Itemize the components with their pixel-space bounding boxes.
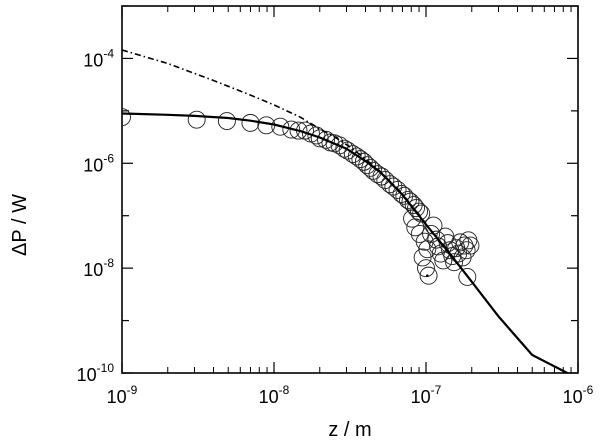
data-point [455, 236, 474, 255]
data-point [406, 218, 425, 237]
data-point [217, 112, 236, 130]
data-point [241, 113, 260, 132]
data-point [388, 181, 407, 199]
data-point [361, 158, 380, 177]
x-tick-label: 10-7 [411, 383, 442, 407]
data-point [282, 120, 301, 139]
data-point [317, 130, 335, 149]
tick-base: 10 [83, 50, 103, 70]
data-point [419, 266, 438, 285]
annotation-dot [426, 274, 429, 277]
tick-base: 10 [107, 387, 127, 407]
data-point [457, 241, 476, 260]
tick-base: 10 [411, 387, 431, 407]
data-point [434, 251, 453, 270]
data-point [338, 141, 357, 160]
data-point [392, 185, 411, 203]
data-point [395, 186, 414, 205]
data-point [354, 152, 373, 171]
x-tick-label: 10-9 [107, 383, 138, 407]
data-point [427, 230, 446, 249]
data-point [458, 267, 477, 286]
data-point [415, 232, 434, 251]
data-point [271, 117, 290, 136]
tick-base: 10 [83, 155, 103, 175]
tick-base: 10 [563, 387, 583, 407]
tick-exponent: -10 [97, 361, 115, 375]
asymptote-dashdot-line [122, 49, 427, 225]
y-tick-label: 10-8 [83, 256, 114, 280]
tick-base: 10 [77, 365, 97, 385]
axis-ticks [121, 5, 579, 374]
tick-exponent: -6 [583, 383, 594, 397]
data-point [417, 259, 435, 278]
x-axis-label: z / m [328, 419, 371, 441]
tick-base: 10 [83, 260, 103, 280]
plot-frame [121, 5, 579, 374]
data-point [358, 156, 377, 175]
tick-exponent: -4 [103, 46, 114, 60]
y-tick-label: 10-6 [83, 151, 114, 175]
data-point [461, 236, 480, 255]
fit-curve-line [122, 112, 568, 373]
tick-exponent: -8 [103, 256, 114, 270]
plot-area [121, 5, 579, 374]
x-tick-label: 10-8 [259, 383, 290, 407]
clipped-series [122, 49, 568, 373]
y-tick-label: 10-10 [77, 361, 115, 385]
data-point [412, 204, 431, 223]
tick-exponent: -7 [431, 383, 442, 397]
tick-exponent: -8 [279, 383, 290, 397]
y-tick-label: 10-4 [83, 46, 114, 70]
data-point [422, 224, 441, 243]
data-point [187, 110, 206, 129]
tick-base: 10 [259, 387, 279, 407]
x-tick-label: 10-6 [563, 383, 594, 407]
data-point [122, 108, 131, 127]
data-point [413, 248, 432, 267]
tick-exponent: -9 [127, 383, 138, 397]
data-point [310, 129, 329, 148]
data-point [418, 240, 437, 259]
data-point [403, 209, 422, 228]
tick-exponent: -6 [103, 151, 114, 165]
data-point [381, 175, 399, 194]
y-axis-label: ΔP / W [9, 194, 31, 256]
series-layer [122, 49, 568, 373]
data-point [445, 253, 464, 272]
data-point [407, 199, 425, 218]
data-point [289, 121, 308, 140]
